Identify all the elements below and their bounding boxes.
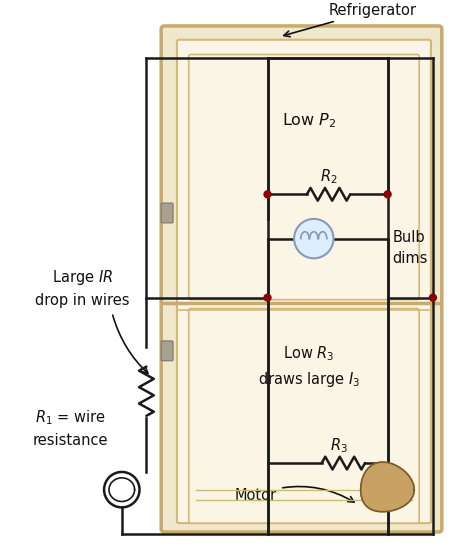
- Text: $R_3$: $R_3$: [329, 436, 347, 454]
- FancyBboxPatch shape: [189, 309, 419, 523]
- Text: Large $IR$
drop in wires: Large $IR$ drop in wires: [35, 268, 130, 308]
- Text: Low $P_2$: Low $P_2$: [282, 111, 336, 130]
- FancyBboxPatch shape: [161, 341, 173, 361]
- Text: $R_2$: $R_2$: [320, 167, 337, 186]
- Text: Low $R_3$
draws large $I_3$: Low $R_3$ draws large $I_3$: [258, 344, 360, 389]
- Text: Bulb
dims: Bulb dims: [392, 230, 428, 267]
- Circle shape: [264, 294, 271, 301]
- Circle shape: [294, 219, 334, 258]
- Text: $R_1$ = wire
resistance: $R_1$ = wire resistance: [33, 409, 109, 448]
- FancyBboxPatch shape: [161, 203, 173, 223]
- Circle shape: [429, 294, 437, 301]
- Circle shape: [264, 191, 271, 198]
- Text: Refrigerator: Refrigerator: [284, 3, 417, 37]
- Text: Motor: Motor: [235, 486, 354, 503]
- FancyBboxPatch shape: [189, 54, 419, 300]
- Circle shape: [384, 191, 391, 198]
- FancyBboxPatch shape: [177, 40, 431, 523]
- FancyBboxPatch shape: [161, 26, 442, 532]
- Polygon shape: [361, 462, 414, 511]
